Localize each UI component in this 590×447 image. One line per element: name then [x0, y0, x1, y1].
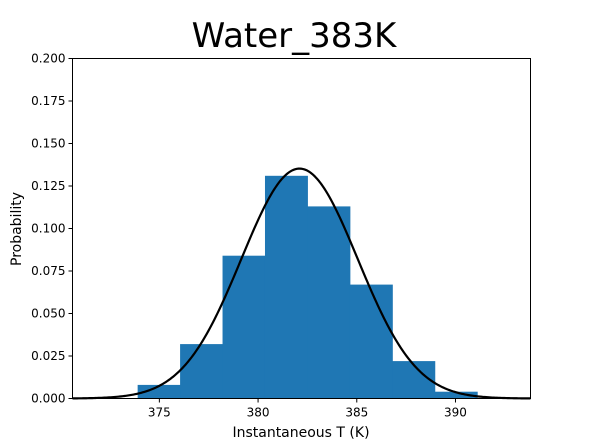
histogram-bar-7 [392, 361, 436, 399]
y-tick-label: 0.150 [31, 137, 65, 151]
x-tick-label: 380 [247, 406, 270, 420]
y-tick-label: 0.100 [31, 222, 65, 236]
curve-layer [72, 167, 531, 400]
histogram-bar-1 [137, 384, 181, 399]
x-tick-label: 385 [345, 406, 368, 420]
y-tick-label: 0.125 [31, 179, 65, 193]
x-tick-label: 375 [148, 406, 171, 420]
histogram-bar-5 [307, 206, 351, 399]
normal-fit-curve [72, 167, 531, 400]
bars-layer [137, 175, 478, 399]
x-axis-label: Instantaneous T (K) [232, 425, 369, 441]
histogram-bar-2 [180, 344, 224, 399]
x-tick-label: 390 [444, 406, 467, 420]
histogram-bar-8 [434, 391, 478, 399]
y-tick-label: 0.075 [31, 264, 65, 278]
x-axis-ticks: 375 380 385 390 [148, 398, 467, 420]
y-axis-ticks: 0.000 0.025 0.050 0.075 0.100 0.125 0.150 0.175… [31, 52, 73, 406]
y-tick-label: 0.175 [31, 94, 65, 108]
y-tick-label: 0.000 [31, 392, 65, 406]
histogram-bar-4 [264, 175, 308, 399]
y-axis-label: Probability [9, 192, 25, 266]
y-tick-label: 0.200 [31, 52, 65, 66]
y-tick-label: 0.050 [31, 307, 65, 321]
histogram-bar-6 [349, 284, 393, 399]
chart-title: Water_383K [192, 16, 398, 56]
y-tick-label: 0.025 [31, 349, 65, 363]
histogram-bar-3 [222, 255, 266, 399]
